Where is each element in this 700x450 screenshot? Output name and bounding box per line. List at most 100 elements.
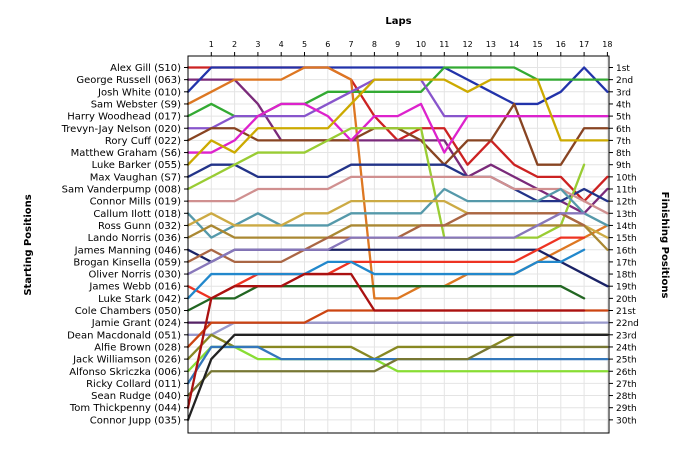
driver-label: Sam Vanderpump (008)	[62, 185, 181, 196]
lap-tick-label: 3	[255, 40, 260, 49]
series-line	[186, 272, 586, 409]
finishing-position-label: 3rd	[616, 88, 631, 98]
finishing-position-label: 9th	[616, 161, 631, 171]
x-axis-title: Laps	[385, 16, 411, 27]
finishing-position-label: 8th	[616, 149, 631, 159]
lap-tick-label: 6	[325, 40, 330, 49]
series-line	[186, 66, 609, 106]
driver-label: Jack Williamson (026)	[72, 355, 181, 366]
finishing-position-label: 16th	[616, 246, 637, 256]
series-line	[186, 102, 609, 154]
series-line	[186, 127, 586, 239]
y-axis-left-title: Starting Positions	[23, 194, 34, 295]
driver-label: Harry Woodhead (017)	[67, 112, 181, 123]
finishing-position-label: 18th	[616, 271, 637, 281]
series-line	[186, 187, 609, 239]
driver-label: Sam Webster (S9)	[91, 99, 181, 110]
y-axis-right-title: Finishing Positions	[659, 192, 670, 299]
driver-label: Luke Barker (055)	[92, 160, 181, 171]
series-line	[186, 345, 609, 373]
lap-tick-label: 10	[416, 40, 426, 49]
lap-tick-label: 18	[602, 40, 612, 49]
series-line	[186, 333, 609, 422]
finishing-position-label: 22nd	[616, 319, 639, 329]
driver-label: Alex Gill (S10)	[110, 63, 181, 74]
finishing-position-label: 27th	[616, 380, 637, 390]
driver-label: Rory Cuff (022)	[105, 136, 181, 147]
finishing-position-label: 10th	[616, 173, 637, 183]
axes	[184, 52, 613, 421]
driver-label: Alfie Brown (028)	[94, 342, 181, 353]
labels: 1 2 3 4 5 6 7 8 9 10 11 12 13 14 15 16 17 181st2nd3rd4th5…	[61, 40, 639, 426]
driver-label: Max Vaughan (S7)	[90, 172, 181, 183]
driver-label: Jamie Grant (024)	[91, 318, 181, 329]
driver-label: Trevyn-Jay Nelson (020)	[61, 124, 181, 135]
driver-label: Oliver Norris (030)	[89, 270, 182, 281]
finishing-position-label: 28th	[616, 392, 637, 402]
finishing-position-label: 4th	[616, 100, 631, 110]
driver-label: Lando Norris (036)	[88, 233, 181, 244]
lap-tick-label: 2	[232, 40, 237, 49]
finishing-position-label: 29th	[616, 404, 637, 414]
driver-label: Sean Rudge (040)	[91, 391, 181, 402]
finishing-position-label: 19th	[616, 283, 637, 293]
driver-label: Connor Jupp (035)	[90, 415, 181, 426]
series-line	[186, 175, 609, 215]
finishing-position-label: 20th	[616, 295, 637, 305]
series-lines	[186, 66, 609, 422]
driver-label: Luke Stark (042)	[98, 294, 181, 305]
lap-tick-label: 5	[302, 40, 307, 49]
driver-label: Cole Chambers (050)	[75, 306, 181, 317]
driver-label: James Manning (046)	[74, 245, 181, 256]
lap-tick-label: 15	[532, 40, 542, 49]
lap-tick-label: 13	[486, 40, 496, 49]
finishing-position-label: 23rd	[616, 331, 637, 341]
series-line	[186, 212, 586, 276]
driver-label: Ross Gunn (032)	[98, 221, 181, 232]
finishing-position-label: 24th	[616, 343, 637, 353]
lap-tick-label: 17	[579, 40, 589, 49]
driver-label: James Webb (016)	[88, 282, 181, 293]
lap-tick-label: 1	[209, 40, 214, 49]
series-line	[186, 236, 586, 300]
driver-label: Brogan Kinsella (059)	[73, 257, 181, 268]
finishing-position-label: 17th	[616, 258, 637, 268]
lap-tick-label: 9	[395, 40, 400, 49]
lap-tick-label: 12	[463, 40, 473, 49]
driver-label: Ricky Collard (011)	[86, 379, 181, 390]
finishing-position-label: 1st	[616, 64, 630, 74]
driver-label: Alfonso Skriczka (006)	[69, 367, 181, 378]
plot-frame	[187, 55, 610, 434]
finishing-position-label: 5th	[616, 113, 631, 123]
lap-tick-label: 7	[349, 40, 354, 49]
driver-label: Josh White (010)	[97, 87, 181, 98]
lap-tick-label: 16	[556, 40, 566, 49]
finishing-position-label: 13th	[616, 210, 637, 220]
series-line	[186, 345, 609, 397]
series-line	[186, 248, 586, 300]
lap-tick-label: 8	[372, 40, 377, 49]
series-line	[186, 78, 609, 166]
driver-label: Tom Thickpenny (044)	[69, 403, 181, 414]
finishing-position-label: 25th	[616, 356, 637, 366]
finishing-position-label: 14th	[616, 222, 637, 232]
series-line	[186, 285, 586, 312]
finishing-position-label: 7th	[616, 137, 631, 147]
lap-tick-label: 4	[279, 40, 284, 49]
driver-label: Connor Mills (019)	[90, 197, 182, 208]
finishing-position-label: 21st	[616, 307, 636, 317]
finishing-position-label: 12th	[616, 198, 637, 208]
finishing-position-label: 6th	[616, 125, 631, 135]
finishing-position-label: 2nd	[616, 76, 633, 86]
finishing-position-label: 11th	[616, 186, 637, 196]
driver-label: Callum Ilott (018)	[93, 209, 181, 220]
lap-tick-label: 14	[509, 40, 519, 49]
finishing-position-label: 15th	[616, 234, 637, 244]
finishing-position-label: 26th	[616, 368, 637, 378]
driver-label: Matthew Graham (S6)	[71, 148, 181, 159]
driver-label: George Russell (063)	[76, 75, 181, 86]
finishing-position-label: 30th	[616, 416, 637, 426]
driver-label: Dean Macdonald (051)	[67, 330, 181, 341]
lap-tick-label: 11	[439, 40, 449, 49]
